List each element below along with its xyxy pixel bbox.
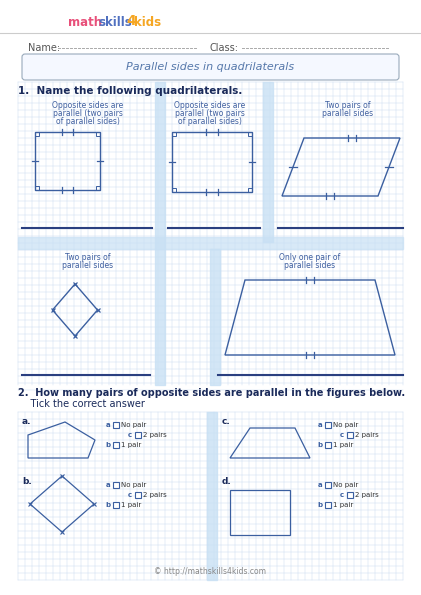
Bar xyxy=(210,249,220,385)
Text: a: a xyxy=(106,422,110,428)
Text: parallel (two pairs: parallel (two pairs xyxy=(53,108,123,117)
Text: 1 pair: 1 pair xyxy=(121,442,141,448)
Text: c: c xyxy=(128,492,132,498)
Text: No pair: No pair xyxy=(333,422,358,428)
Text: Name:: Name: xyxy=(28,43,60,53)
Text: a: a xyxy=(318,422,322,428)
Text: Class:: Class: xyxy=(210,43,239,53)
Bar xyxy=(172,188,176,192)
Text: Tick the correct answer: Tick the correct answer xyxy=(18,399,145,409)
Text: of parallel sides): of parallel sides) xyxy=(178,117,242,126)
Text: Opposite sides are: Opposite sides are xyxy=(52,101,124,109)
Text: c: c xyxy=(128,432,132,438)
Bar xyxy=(113,422,119,428)
Text: 1 pair: 1 pair xyxy=(121,502,141,508)
Text: parallel (two pairs: parallel (two pairs xyxy=(175,108,245,117)
Text: 2.  How many pairs of opposite sides are parallel in the figures below.: 2. How many pairs of opposite sides are … xyxy=(18,388,405,398)
Text: 2 pairs: 2 pairs xyxy=(355,492,379,498)
Text: b: b xyxy=(105,442,111,448)
Text: c.: c. xyxy=(222,418,231,427)
Text: b: b xyxy=(317,442,322,448)
Text: Parallel sides in quadrilaterals: Parallel sides in quadrilaterals xyxy=(126,62,294,72)
Bar xyxy=(172,132,176,136)
Bar xyxy=(347,432,353,438)
Text: math: math xyxy=(68,15,102,29)
Text: 2 pairs: 2 pairs xyxy=(355,432,379,438)
Text: parallel sides: parallel sides xyxy=(285,261,336,271)
Text: No pair: No pair xyxy=(121,422,146,428)
Text: c: c xyxy=(340,492,344,498)
Bar xyxy=(96,186,100,190)
Bar xyxy=(325,422,331,428)
FancyBboxPatch shape xyxy=(22,54,399,80)
Text: Two pairs of: Two pairs of xyxy=(65,253,111,262)
Text: kids: kids xyxy=(134,15,161,29)
Bar xyxy=(325,502,331,508)
Text: © http://mathskills4kids.com: © http://mathskills4kids.com xyxy=(154,568,266,577)
Text: of parallel sides): of parallel sides) xyxy=(56,117,120,126)
Text: b: b xyxy=(317,502,322,508)
Bar xyxy=(18,237,403,249)
Text: parallel sides: parallel sides xyxy=(322,108,373,117)
Bar xyxy=(135,432,141,438)
Bar xyxy=(325,442,331,448)
Text: 1.  Name the following quadrilaterals.: 1. Name the following quadrilaterals. xyxy=(18,86,242,96)
Bar xyxy=(347,492,353,498)
Bar xyxy=(172,132,252,192)
Bar xyxy=(325,482,331,488)
Bar xyxy=(248,188,252,192)
Bar xyxy=(113,442,119,448)
Bar xyxy=(35,186,39,190)
Text: 2 pairs: 2 pairs xyxy=(143,432,167,438)
Text: c: c xyxy=(340,432,344,438)
Bar xyxy=(96,132,100,136)
Text: d.: d. xyxy=(222,478,232,487)
Text: a: a xyxy=(318,482,322,488)
Bar xyxy=(248,132,252,136)
Text: Only one pair of: Only one pair of xyxy=(280,253,341,262)
Bar xyxy=(35,132,100,190)
Text: 2 pairs: 2 pairs xyxy=(143,492,167,498)
Text: Two pairs of: Two pairs of xyxy=(325,101,371,109)
Bar xyxy=(155,82,165,385)
Text: Opposite sides are: Opposite sides are xyxy=(174,101,245,109)
Bar xyxy=(35,132,39,136)
Bar xyxy=(207,412,217,580)
Text: b.: b. xyxy=(22,478,32,487)
Bar xyxy=(113,502,119,508)
Text: 1 pair: 1 pair xyxy=(333,502,353,508)
Text: a.: a. xyxy=(22,418,32,427)
Text: No pair: No pair xyxy=(121,482,146,488)
Text: skills: skills xyxy=(98,15,132,29)
Text: No pair: No pair xyxy=(333,482,358,488)
Text: 4: 4 xyxy=(126,14,136,28)
Text: 1 pair: 1 pair xyxy=(333,442,353,448)
Text: b: b xyxy=(105,502,111,508)
Bar xyxy=(263,82,273,242)
Text: a: a xyxy=(106,482,110,488)
Bar xyxy=(113,482,119,488)
Text: parallel sides: parallel sides xyxy=(62,261,114,271)
Bar xyxy=(135,492,141,498)
